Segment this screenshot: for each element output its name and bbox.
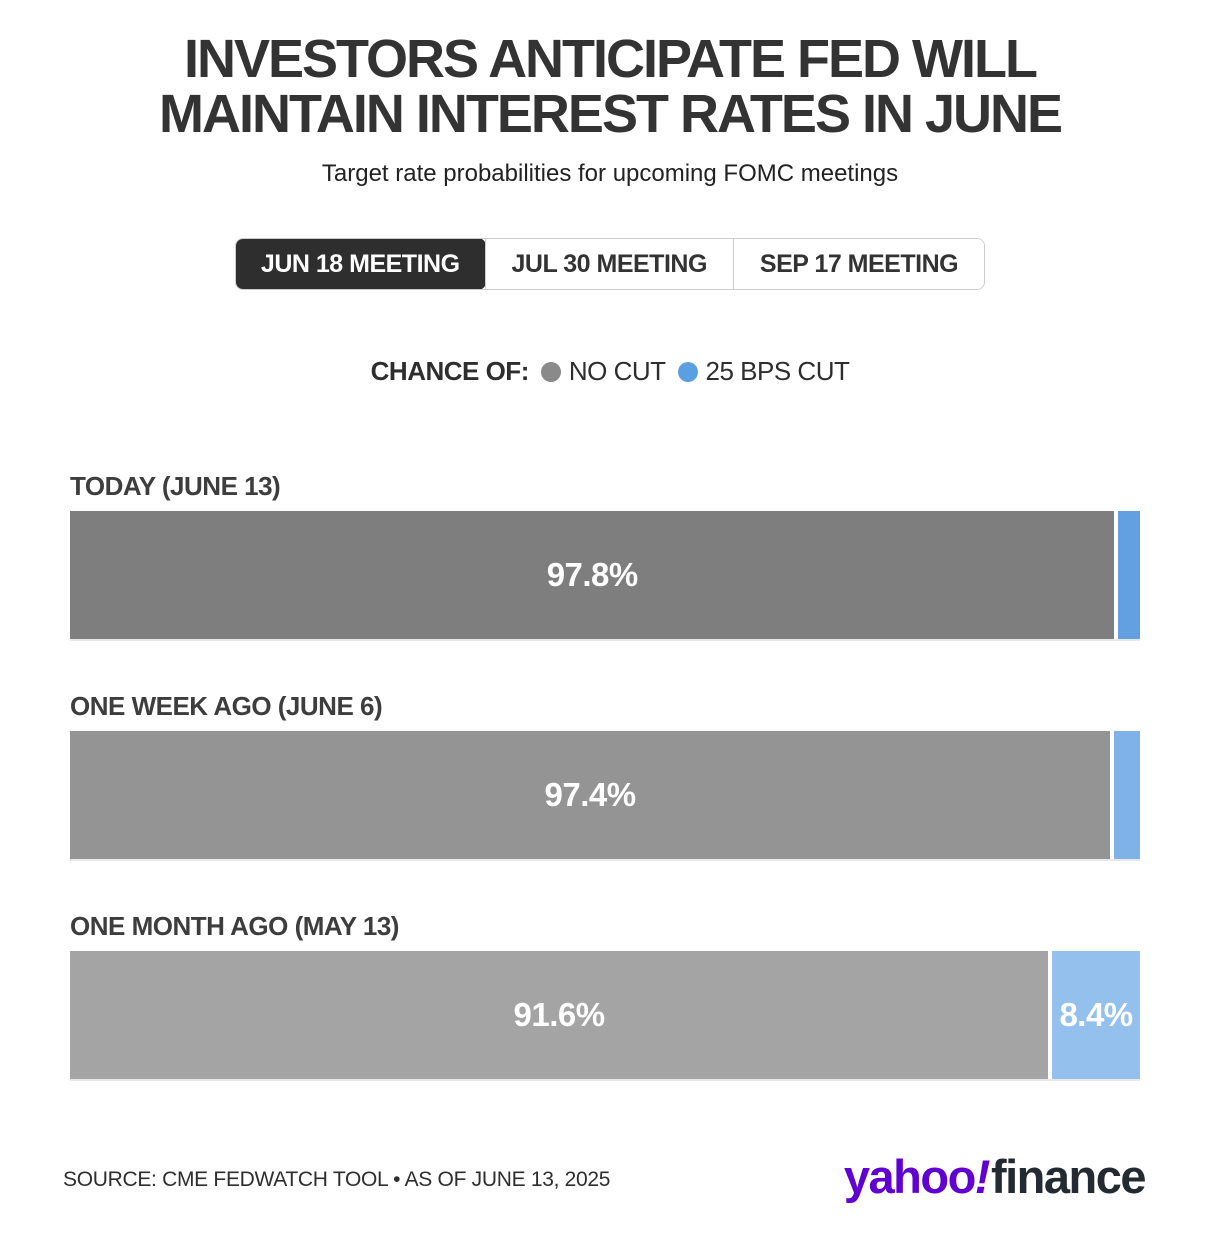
- legend-item-25-bps-cut: 25 BPS CUT: [677, 356, 850, 387]
- page-title: INVESTORS ANTICIPATE FED WILL MAINTAIN I…: [0, 0, 1220, 142]
- bar-row-label: ONE MONTH AGO (MAY 13): [70, 911, 399, 942]
- stacked-bar: 97.8%: [70, 511, 1140, 642]
- logo-yahoo-text: yahoo: [843, 1150, 976, 1203]
- title-line-1: INVESTORS ANTICIPATE FED WILL: [183, 29, 1038, 89]
- no-cut-segment: 97.4%: [70, 731, 1111, 860]
- bar-row-one-month-ago: ONE MONTH AGO (MAY 13) 91.6% 8.4%: [70, 911, 1140, 1082]
- no-cut-segment: 91.6%: [70, 951, 1049, 1080]
- logo-finance-text: finance: [990, 1150, 1147, 1203]
- stacked-bar: 97.4%: [70, 731, 1140, 862]
- bar-row-label: TODAY (JUNE 13): [70, 471, 281, 502]
- logo-exclamation-icon: !: [974, 1150, 991, 1203]
- legend: CHANCE OF: NO CUT 25 BPS CUT: [0, 356, 1220, 387]
- legend-title: CHANCE OF:: [370, 356, 530, 387]
- bps-cut-dot-icon: [677, 361, 698, 382]
- stacked-bar: 91.6% 8.4%: [70, 951, 1140, 1082]
- no-cut-value-label: 91.6%: [513, 996, 606, 1034]
- tab-bar-wrapper: JUN 18 MEETING JUL 30 MEETING SEP 17 MEE…: [0, 238, 1220, 291]
- bar-row-today: TODAY (JUNE 13) 97.8%: [70, 471, 1140, 642]
- tab-jul-30-meeting[interactable]: JUL 30 MEETING: [484, 239, 733, 290]
- no-cut-segment: 97.8%: [70, 511, 1115, 640]
- no-cut-value-label: 97.4%: [544, 776, 637, 814]
- title-line-2: MAINTAIN INTEREST RATES IN JUNE: [158, 84, 1063, 145]
- legend-label-25-bps-cut: 25 BPS CUT: [705, 356, 850, 387]
- bps-cut-segment: 8.4%: [1052, 951, 1140, 1080]
- bps-cut-segment: [1118, 511, 1140, 640]
- bps-cut-value-label: 8.4%: [1059, 996, 1133, 1034]
- yahoo-finance-logo: yahoo!finance: [843, 1150, 1147, 1203]
- bps-cut-segment: [1114, 731, 1140, 860]
- tab-sep-17-meeting[interactable]: SEP 17 MEETING: [732, 239, 985, 290]
- meeting-tab-bar: JUN 18 MEETING JUL 30 MEETING SEP 17 MEE…: [234, 238, 986, 291]
- footer: SOURCE: CME FEDWATCH TOOL • AS OF JUNE 1…: [0, 1153, 1220, 1200]
- no-cut-dot-icon: [540, 361, 561, 382]
- bar-row-label: ONE WEEK AGO (JUNE 6): [70, 691, 383, 722]
- no-cut-value-label: 97.8%: [546, 556, 639, 594]
- bar-row-one-week-ago: ONE WEEK AGO (JUNE 6) 97.4%: [70, 691, 1140, 862]
- source-note: SOURCE: CME FEDWATCH TOOL • AS OF JUNE 1…: [63, 1168, 611, 1191]
- bar-chart: TODAY (JUNE 13) 97.8% ONE WEEK AGO (JUNE…: [70, 471, 1140, 1082]
- legend-label-no-cut: NO CUT: [568, 356, 666, 387]
- page-subtitle: Target rate probabilities for upcoming F…: [321, 160, 899, 188]
- tab-jun-18-meeting[interactable]: JUN 18 MEETING: [235, 239, 486, 290]
- legend-item-no-cut: NO CUT: [540, 356, 666, 387]
